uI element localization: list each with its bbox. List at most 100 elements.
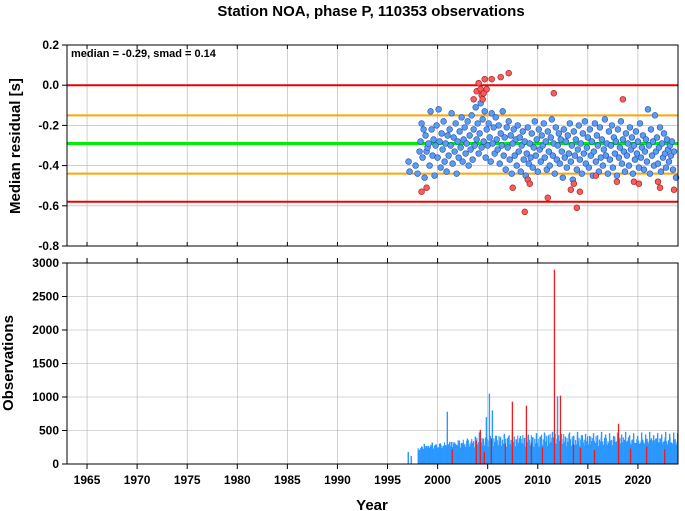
observation-bar bbox=[472, 441, 475, 464]
data-point bbox=[616, 144, 624, 151]
data-point bbox=[658, 140, 666, 147]
observation-bar-outlier bbox=[511, 401, 514, 464]
observation-bar bbox=[664, 431, 667, 464]
data-point bbox=[420, 126, 427, 133]
data-point bbox=[470, 96, 477, 103]
data-point bbox=[468, 112, 475, 119]
observation-bar bbox=[671, 442, 673, 464]
observation-bar bbox=[467, 440, 469, 464]
observation-bar bbox=[486, 438, 488, 464]
observation-bar bbox=[615, 441, 617, 464]
data-point bbox=[606, 156, 614, 163]
observation-bar bbox=[513, 436, 515, 464]
observation-bar bbox=[515, 439, 518, 464]
observation-bar bbox=[407, 451, 409, 464]
data-point bbox=[478, 144, 485, 151]
observation-bar bbox=[502, 443, 504, 464]
observation-bar bbox=[611, 445, 613, 464]
data-point bbox=[505, 69, 512, 77]
observation-bar-outlier bbox=[663, 449, 666, 464]
data-point bbox=[541, 154, 548, 161]
data-point bbox=[573, 204, 581, 212]
data-point bbox=[630, 142, 638, 149]
observation-bar bbox=[428, 448, 430, 464]
observation-bar bbox=[588, 435, 591, 464]
observation-bar-outlier bbox=[553, 269, 556, 464]
observation-bar bbox=[484, 437, 486, 464]
x-tick-label: 1995 bbox=[374, 473, 401, 487]
data-point bbox=[614, 126, 622, 133]
data-point bbox=[481, 108, 488, 115]
observation-bar bbox=[432, 448, 434, 464]
data-point bbox=[626, 124, 634, 131]
observation-bar bbox=[535, 433, 538, 464]
data-point bbox=[461, 124, 468, 131]
data-point bbox=[640, 166, 648, 173]
observation-bar bbox=[453, 443, 455, 464]
y-tick-label: -0.2 bbox=[38, 118, 59, 132]
observation-bar bbox=[636, 438, 638, 464]
data-point bbox=[564, 132, 572, 139]
data-point bbox=[436, 138, 443, 145]
observation-bar bbox=[422, 448, 424, 464]
data-point bbox=[604, 170, 612, 177]
data-point bbox=[649, 138, 657, 145]
observation-bar bbox=[670, 442, 672, 464]
observation-bar bbox=[595, 436, 597, 464]
data-point bbox=[511, 152, 518, 159]
observation-bar bbox=[608, 433, 611, 464]
observation-bar bbox=[421, 447, 423, 464]
data-point bbox=[573, 166, 581, 173]
observation-bar bbox=[666, 441, 668, 464]
x-tick-label: 1985 bbox=[274, 473, 301, 487]
data-point bbox=[445, 152, 452, 159]
data-point bbox=[496, 160, 503, 167]
data-point bbox=[474, 120, 481, 127]
bottom-panel-grid bbox=[67, 262, 678, 465]
observation-bar bbox=[564, 436, 567, 464]
observation-bar bbox=[446, 411, 449, 464]
data-point bbox=[648, 152, 656, 159]
observation-bar bbox=[580, 435, 583, 464]
observation-bar bbox=[547, 435, 550, 464]
observation-bar bbox=[534, 438, 536, 464]
observation-bar bbox=[478, 432, 481, 464]
observation-bar bbox=[648, 443, 650, 464]
data-point bbox=[503, 124, 510, 131]
data-point bbox=[566, 120, 574, 127]
observation-bar bbox=[560, 433, 563, 464]
data-point bbox=[430, 136, 437, 143]
data-point bbox=[508, 170, 515, 177]
data-point bbox=[544, 194, 551, 201]
data-point bbox=[466, 132, 473, 139]
top-panel-y-ticks: -0.8 -0.6 -0.4 -0.2 0.0 0.2 bbox=[38, 38, 67, 253]
observation-bar bbox=[539, 436, 542, 464]
data-point bbox=[431, 172, 438, 179]
observation-bar bbox=[526, 442, 528, 464]
data-point bbox=[631, 156, 639, 163]
observation-bar bbox=[488, 393, 491, 464]
data-point bbox=[531, 118, 538, 125]
observation-bar bbox=[565, 446, 567, 464]
data-point bbox=[641, 148, 649, 155]
data-point bbox=[657, 168, 665, 175]
observation-bar bbox=[628, 435, 631, 464]
data-point bbox=[565, 150, 573, 157]
observation-bar-outlier bbox=[559, 395, 562, 464]
observation-bar bbox=[493, 438, 495, 464]
data-point bbox=[623, 152, 631, 159]
observation-bar bbox=[423, 443, 425, 464]
observation-bar-outlier bbox=[541, 447, 544, 464]
observation-bar bbox=[529, 445, 532, 464]
data-point bbox=[443, 168, 450, 175]
observation-bar-outlier bbox=[579, 447, 582, 464]
y-tick-label: 3000 bbox=[32, 256, 59, 270]
data-point bbox=[516, 134, 523, 141]
observation-bar bbox=[418, 450, 420, 464]
observation-bar bbox=[648, 431, 651, 464]
data-point bbox=[479, 96, 486, 103]
observation-bar bbox=[675, 444, 677, 464]
observation-bar-outlier bbox=[479, 429, 481, 464]
data-point bbox=[456, 128, 463, 135]
observation-bar bbox=[430, 444, 432, 464]
